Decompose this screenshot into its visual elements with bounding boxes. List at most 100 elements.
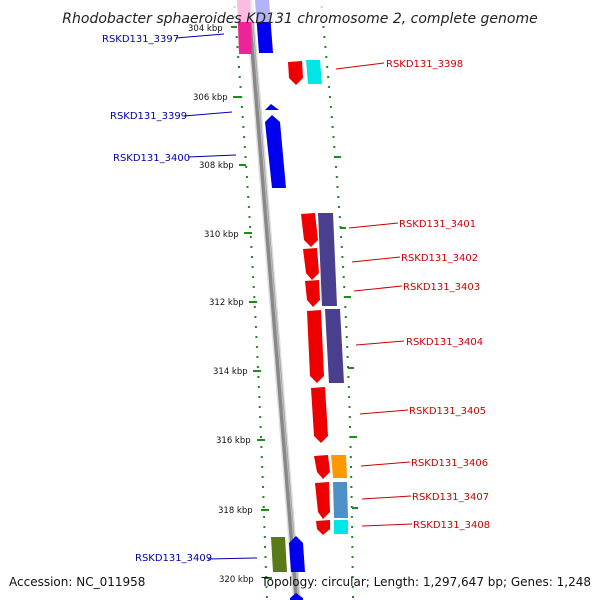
guide-dot <box>256 366 259 368</box>
guide-dot <box>239 86 242 88</box>
guide-dot <box>247 206 250 208</box>
tick-label-316: 316 kbp <box>216 436 251 446</box>
gene-3408[interactable] <box>316 520 330 535</box>
guide-dot <box>258 396 261 398</box>
guide-dot <box>328 86 331 88</box>
guide-dot <box>264 566 267 568</box>
guide-dot <box>329 96 331 98</box>
guide-dot <box>259 416 262 418</box>
guide-dot <box>351 586 354 588</box>
guide-dot <box>338 206 340 208</box>
label-leaders <box>175 33 413 560</box>
gene-3400[interactable] <box>265 115 286 188</box>
guide-dot <box>350 506 353 508</box>
guide-dot <box>350 476 353 478</box>
gene-label-3402[interactable]: RSKD131_3402 <box>401 253 478 264</box>
guide-dot <box>249 236 252 238</box>
guide-dot <box>342 276 345 278</box>
gene-label-3409[interactable]: RSKD131_3409 <box>135 553 212 564</box>
gene-label-3408[interactable]: RSKD131_3408 <box>413 520 490 531</box>
guide-dot <box>332 136 335 138</box>
guide-dot <box>330 116 333 118</box>
gene-3402[interactable] <box>303 248 319 280</box>
guide-dot <box>260 436 262 438</box>
guide-dot <box>251 256 253 258</box>
guide-dot <box>265 586 268 588</box>
gene-3401-purple[interactable] <box>318 213 337 306</box>
guide-dot <box>345 336 348 338</box>
guide-dot <box>348 396 351 398</box>
guide-dot <box>253 306 256 308</box>
guide-dot <box>350 496 353 498</box>
gene-label-3405[interactable]: RSKD131_3405 <box>409 406 486 417</box>
guide-dot <box>349 426 351 428</box>
guide-dot <box>343 286 346 288</box>
gene-label-3399[interactable]: RSKD131_3399 <box>110 111 187 122</box>
gene-3406[interactable] <box>314 455 330 479</box>
gene-3403[interactable] <box>305 280 320 307</box>
gene-label-3403[interactable]: RSKD131_3403 <box>403 282 480 293</box>
genome-info-text: Topology: circular; Length: 1,297,647 bp… <box>260 575 591 589</box>
guide-dot <box>260 456 263 458</box>
guide-dot <box>256 356 259 358</box>
guide-dot <box>245 176 248 178</box>
guide-dot <box>343 296 346 298</box>
guide-dot <box>341 256 344 258</box>
guide-dot <box>265 596 268 598</box>
gene-3409[interactable] <box>289 536 305 572</box>
guide-dot <box>351 556 354 558</box>
guide-dot <box>262 506 265 508</box>
guide-dot <box>261 466 264 468</box>
guide-dot <box>348 416 351 418</box>
gene-label-3407[interactable]: RSKD131_3407 <box>412 492 489 503</box>
guide-dot <box>259 426 262 428</box>
gene-label-3398[interactable]: RSKD131_3398 <box>386 59 463 70</box>
gene-label-3397[interactable]: RSKD131_3397 <box>102 34 179 45</box>
guide-dot <box>351 536 354 538</box>
gene-3404-purple[interactable] <box>325 309 344 383</box>
guide-dot <box>352 596 354 598</box>
gene-3408-partner[interactable] <box>334 520 348 534</box>
gene-3407-partner[interactable] <box>333 482 348 518</box>
gene-3405[interactable] <box>311 387 328 443</box>
guide-dot <box>257 386 260 388</box>
gene-label-3404[interactable]: RSKD131_3404 <box>406 337 483 348</box>
guide-dot <box>340 246 343 248</box>
gene-3398[interactable] <box>288 61 303 85</box>
guide-dot <box>347 386 350 388</box>
guide-dot <box>252 276 255 278</box>
guide-dot <box>238 76 241 78</box>
gene-label-3400[interactable]: RSKD131_3400 <box>113 153 190 164</box>
tick-label-320: 320 kbp <box>219 575 254 585</box>
guide-dot <box>331 126 334 128</box>
gene-label-3401[interactable]: RSKD131_3401 <box>399 219 476 230</box>
gene-3410[interactable] <box>290 593 303 600</box>
guide-dot <box>264 556 267 558</box>
guide-dot <box>263 526 266 528</box>
guide-dot <box>257 376 260 378</box>
guide-dot <box>247 196 250 198</box>
guide-dot <box>335 166 337 168</box>
guide-dot <box>250 246 253 248</box>
gene-label-3406[interactable]: RSKD131_3406 <box>411 458 488 469</box>
guide-dot <box>349 436 352 438</box>
guide-dot <box>244 156 247 158</box>
guide-dot <box>338 216 341 218</box>
guide-dot <box>351 526 354 528</box>
gene-3398-partner[interactable] <box>306 60 322 84</box>
gene-3409-green[interactable] <box>271 537 287 572</box>
tick-label-304: 304 kbp <box>188 24 223 34</box>
gene-3399[interactable] <box>265 104 279 110</box>
gene-3407[interactable] <box>315 482 330 519</box>
guide-dot <box>240 96 243 98</box>
guide-dot <box>336 186 339 188</box>
gene-3406-partner[interactable] <box>331 455 347 478</box>
guide-dot <box>263 536 266 538</box>
guide-dot <box>351 546 354 548</box>
guide-dot <box>325 56 328 58</box>
guide-dot <box>327 76 330 78</box>
gene-3404[interactable] <box>307 310 324 383</box>
guide-dot <box>243 136 246 138</box>
gene-3401[interactable] <box>301 213 318 247</box>
